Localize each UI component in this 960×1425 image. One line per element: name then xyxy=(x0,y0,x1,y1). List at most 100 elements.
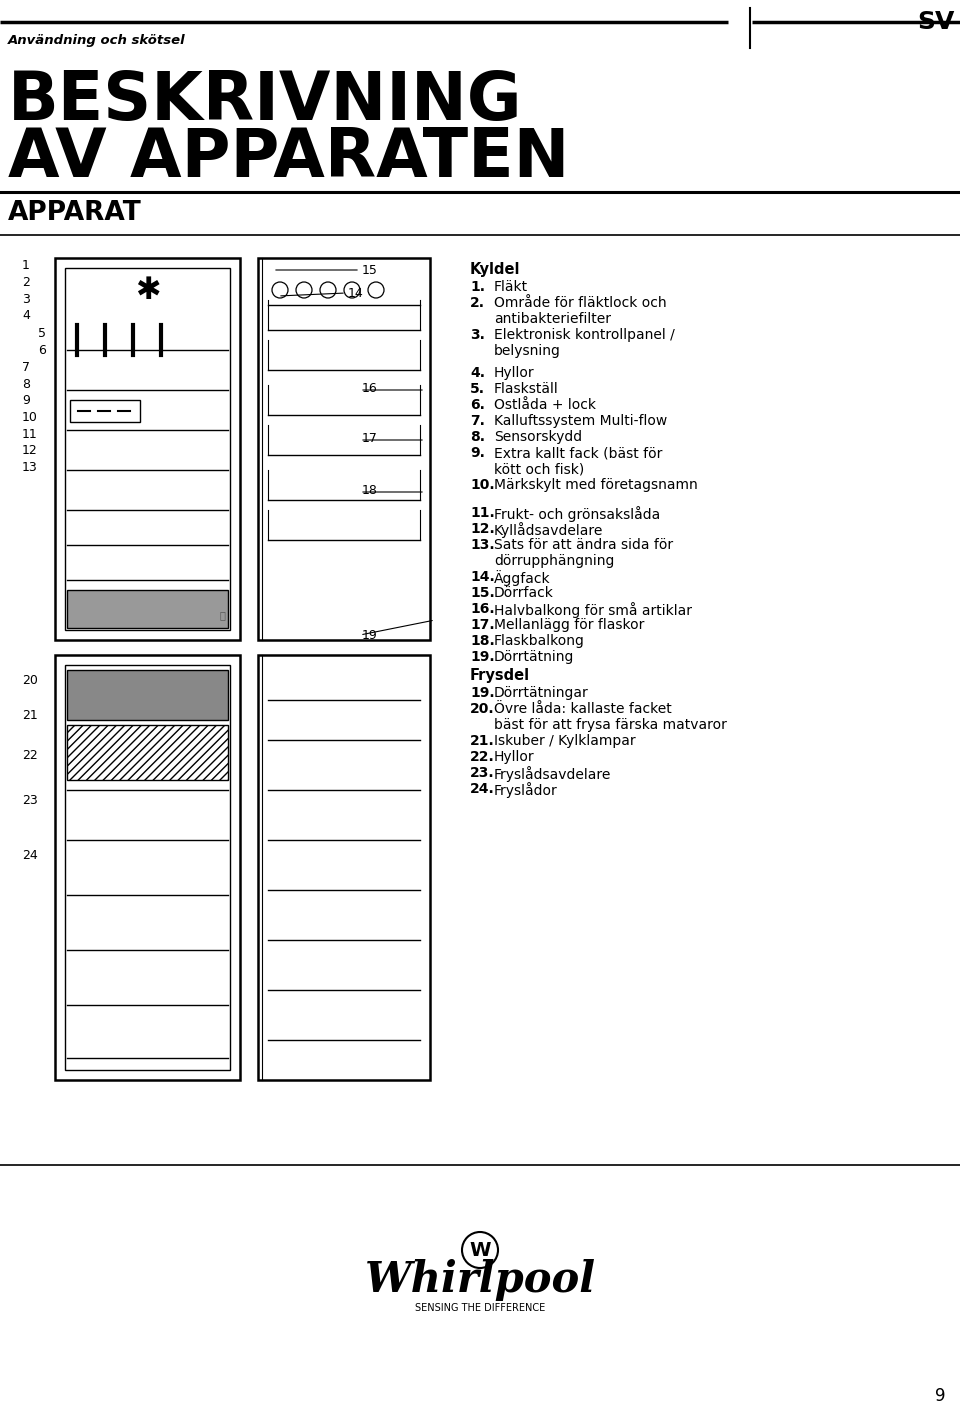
Text: 23.: 23. xyxy=(470,767,494,779)
Text: Extra kallt fack (bäst för: Extra kallt fack (bäst för xyxy=(494,446,662,460)
Text: Övre låda: kallaste facket: Övre låda: kallaste facket xyxy=(494,703,672,715)
Text: 7.: 7. xyxy=(470,415,485,427)
Text: 12.: 12. xyxy=(470,522,494,536)
Text: 18: 18 xyxy=(362,483,378,496)
Text: 8.: 8. xyxy=(470,430,485,445)
Text: 19.: 19. xyxy=(470,685,494,700)
Text: Ostlåda + lock: Ostlåda + lock xyxy=(494,398,596,412)
Text: Dörrtätningar: Dörrtätningar xyxy=(494,685,588,700)
Text: 21.: 21. xyxy=(470,734,494,748)
Bar xyxy=(258,656,430,1080)
Text: dörrupphängning: dörrupphängning xyxy=(494,554,614,569)
Text: 19.: 19. xyxy=(470,650,494,664)
Text: 9: 9 xyxy=(934,1387,945,1405)
Text: APPARAT: APPARAT xyxy=(8,200,142,227)
Text: 4.: 4. xyxy=(470,366,485,380)
Bar xyxy=(65,665,230,1070)
Text: BESKRIVNING: BESKRIVNING xyxy=(8,68,522,134)
Bar xyxy=(55,258,240,640)
Bar xyxy=(55,656,240,1080)
Text: 11: 11 xyxy=(22,428,37,440)
Text: ⬛: ⬛ xyxy=(219,610,225,620)
Bar xyxy=(67,590,228,628)
Text: 24.: 24. xyxy=(470,782,494,797)
Text: 6.: 6. xyxy=(470,398,485,412)
Text: 10: 10 xyxy=(22,410,37,423)
Text: kött och fisk): kött och fisk) xyxy=(494,462,585,476)
Text: 15.: 15. xyxy=(470,586,494,600)
Bar xyxy=(70,400,140,422)
Text: 9: 9 xyxy=(22,393,30,406)
Text: 1.: 1. xyxy=(470,279,485,294)
Text: 3: 3 xyxy=(22,292,30,305)
Text: Mellanlägg för flaskor: Mellanlägg för flaskor xyxy=(494,618,644,633)
Text: 3.: 3. xyxy=(470,328,485,342)
Text: Sensorskydd: Sensorskydd xyxy=(494,430,582,445)
Text: Halvbalkong för små artiklar: Halvbalkong för små artiklar xyxy=(494,601,692,618)
Text: Frukt- och grönsakslåda: Frukt- och grönsakslåda xyxy=(494,506,660,522)
Text: Whirlpool: Whirlpool xyxy=(365,1260,595,1301)
Text: Användning och skötsel: Användning och skötsel xyxy=(8,34,185,47)
Text: Äggfack: Äggfack xyxy=(494,570,551,586)
Text: bäst för att frysa färska matvaror: bäst för att frysa färska matvaror xyxy=(494,718,727,732)
Text: Hyllor: Hyllor xyxy=(494,750,535,764)
Text: Fryslådor: Fryslådor xyxy=(494,782,558,798)
Text: AV APPARATEN: AV APPARATEN xyxy=(8,125,569,191)
Text: 2: 2 xyxy=(22,275,30,288)
Text: antibakteriefilter: antibakteriefilter xyxy=(494,312,611,326)
Text: 14.: 14. xyxy=(470,570,494,584)
Text: 15: 15 xyxy=(362,264,378,276)
Text: 7: 7 xyxy=(22,361,30,373)
Text: Kyllådsavdelare: Kyllådsavdelare xyxy=(494,522,604,539)
Text: 21: 21 xyxy=(22,708,37,721)
Bar xyxy=(67,670,228,720)
Text: SENSING THE DIFFERENCE: SENSING THE DIFFERENCE xyxy=(415,1302,545,1312)
Text: W: W xyxy=(469,1241,491,1260)
Text: Märkskylt med företagsnamn: Märkskylt med företagsnamn xyxy=(494,477,698,492)
Text: 22.: 22. xyxy=(470,750,494,764)
Text: 17.: 17. xyxy=(470,618,494,633)
Text: 17: 17 xyxy=(362,432,378,445)
Text: Frysdel: Frysdel xyxy=(470,668,530,683)
Text: Sats för att ändra sida för: Sats för att ändra sida för xyxy=(494,539,673,551)
Text: 24: 24 xyxy=(22,848,37,862)
Bar xyxy=(65,268,230,630)
Text: 10.: 10. xyxy=(470,477,494,492)
Bar xyxy=(258,258,430,640)
Text: 23: 23 xyxy=(22,794,37,807)
Text: Flaskställ: Flaskställ xyxy=(494,382,559,396)
Text: Hyllor: Hyllor xyxy=(494,366,535,380)
Text: Flaskbalkong: Flaskbalkong xyxy=(494,634,585,648)
Text: 16: 16 xyxy=(362,382,377,395)
Text: Område för fläktlock och: Område för fläktlock och xyxy=(494,296,666,311)
Text: Iskuber / Kylklampar: Iskuber / Kylklampar xyxy=(494,734,636,748)
Text: Fläkt: Fläkt xyxy=(494,279,528,294)
Text: 8: 8 xyxy=(22,378,30,390)
Text: 18.: 18. xyxy=(470,634,494,648)
Text: 4: 4 xyxy=(22,308,30,322)
Text: 9.: 9. xyxy=(470,446,485,460)
Text: 19: 19 xyxy=(362,628,377,641)
Text: 5.: 5. xyxy=(470,382,485,396)
Text: 20: 20 xyxy=(22,674,37,687)
Text: Dörrtätning: Dörrtätning xyxy=(494,650,574,664)
Text: Dörrfack: Dörrfack xyxy=(494,586,554,600)
Text: 6: 6 xyxy=(38,343,46,356)
Text: Kyldel: Kyldel xyxy=(470,262,520,276)
Text: 1: 1 xyxy=(22,258,30,272)
Text: 2.: 2. xyxy=(470,296,485,311)
Text: 13.: 13. xyxy=(470,539,494,551)
Text: Elektronisk kontrollpanel /: Elektronisk kontrollpanel / xyxy=(494,328,675,342)
Text: 20.: 20. xyxy=(470,703,494,715)
Text: Fryslådsavdelare: Fryslådsavdelare xyxy=(494,767,612,782)
Text: SV: SV xyxy=(918,10,955,34)
Text: ✱: ✱ xyxy=(134,275,160,305)
Text: 22: 22 xyxy=(22,748,37,761)
Text: belysning: belysning xyxy=(494,343,561,358)
Text: 14: 14 xyxy=(348,286,364,299)
Text: 11.: 11. xyxy=(470,506,494,520)
Text: Kalluftssystem Multi-flow: Kalluftssystem Multi-flow xyxy=(494,415,667,427)
Bar xyxy=(67,725,228,779)
Text: 13: 13 xyxy=(22,460,37,473)
Text: 12: 12 xyxy=(22,443,37,456)
